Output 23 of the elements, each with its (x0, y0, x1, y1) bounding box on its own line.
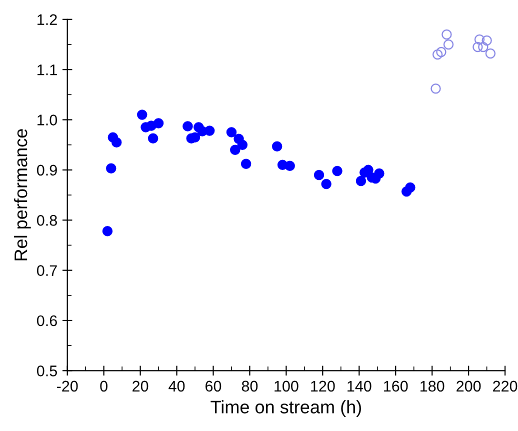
x-tick-label: 0 (100, 380, 108, 392)
y-tick-label: 0.6 (36, 315, 57, 326)
y-tick-label: 0.8 (36, 214, 57, 226)
y-tick-label: 0.9 (36, 164, 57, 176)
x-tick-label: 40 (168, 380, 185, 392)
x-tick-label: -20 (56, 380, 78, 392)
x-tick-label: 180 (420, 380, 444, 392)
x-tick-label: 160 (384, 380, 408, 392)
x-tick-label: 20 (132, 380, 148, 392)
y-tick-label: 1.2 (38, 14, 57, 25)
y-tick-label: 1.1 (38, 64, 57, 76)
y-tick-label: 0.5 (36, 366, 57, 376)
x-tick-label: 220 (493, 380, 518, 392)
x-tick-label: 80 (242, 380, 258, 392)
y-tick-label: 1.0 (38, 114, 58, 126)
x-tick-label: 200 (456, 380, 481, 392)
y-axis-title: Rel performance (14, 129, 31, 260)
x-tick-label: 100 (274, 380, 298, 392)
x-tick-label: 140 (348, 380, 372, 392)
y-tick-label: 0.7 (36, 265, 57, 276)
x-tick-label: 60 (206, 380, 222, 392)
x-axis-title: Time on stream (h) (210, 400, 361, 417)
x-tick-label: 120 (311, 380, 335, 392)
